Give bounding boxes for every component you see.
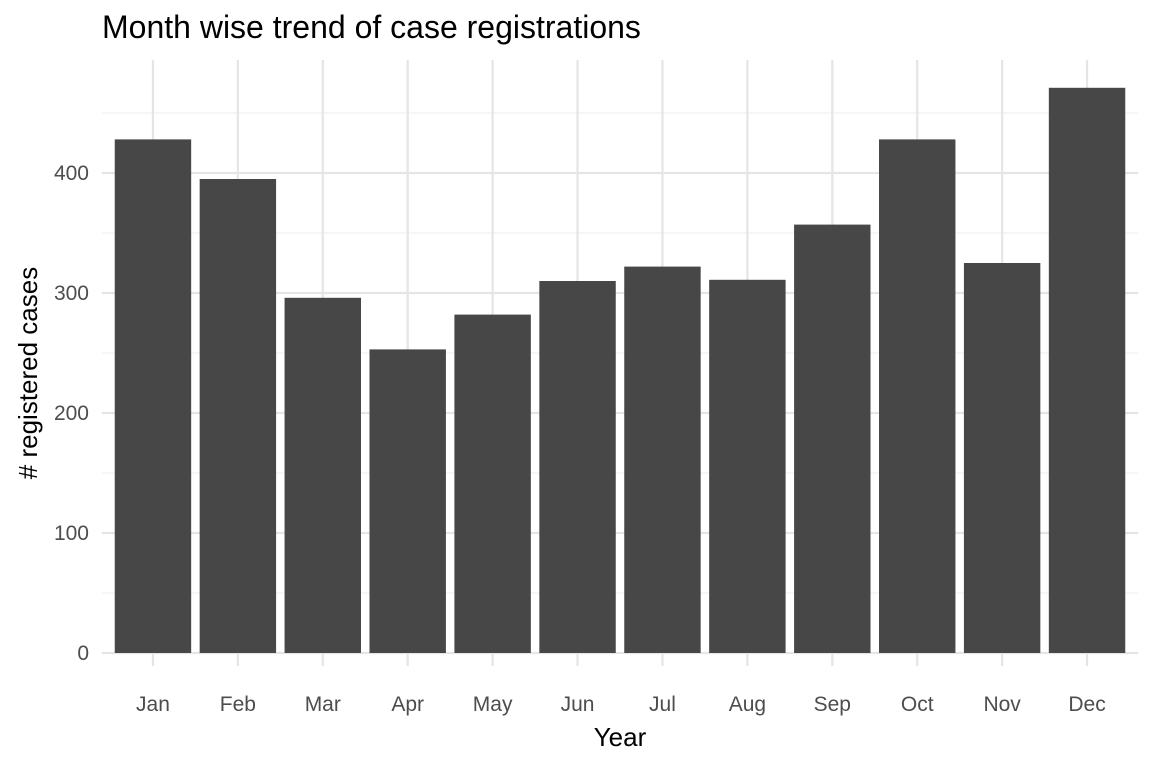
x-tick-label: Dec — [1068, 693, 1105, 716]
bar-jun — [539, 281, 616, 653]
bar-jul — [624, 266, 701, 653]
bar-mar — [284, 297, 361, 653]
x-tick-label: Jan — [136, 693, 170, 716]
y-axis-ticks: 0 100 200 300 400 — [54, 162, 89, 665]
x-tick-label: Jun — [561, 693, 595, 716]
bar-sep — [794, 224, 871, 653]
x-tick-label: Nov — [983, 693, 1021, 716]
x-tick-label: Jul — [649, 693, 676, 716]
bar-jan — [114, 139, 192, 653]
x-tick-label: Mar — [305, 693, 341, 716]
y-axis-title: # registered cases — [13, 267, 43, 479]
chart-title: Month wise trend of case registrations — [102, 9, 641, 45]
y-tick-label: 100 — [54, 522, 89, 545]
y-tick-label: 200 — [54, 402, 89, 425]
x-axis-ticks: Jan Feb Mar Apr May Jun Jul Aug Sep Oct Nov Dec — [136, 693, 1106, 716]
x-tick-label: Aug — [729, 693, 766, 716]
y-tick-label: 300 — [54, 282, 89, 305]
x-tick-label: Feb — [220, 693, 256, 716]
x-tick-label: May — [473, 693, 513, 716]
x-tick-label: Apr — [391, 693, 424, 716]
bar-nov — [963, 263, 1041, 653]
bar-dec — [1048, 87, 1126, 654]
y-tick-label: 0 — [77, 642, 89, 665]
bar-feb — [199, 179, 277, 653]
bar-may — [454, 314, 531, 653]
x-axis-title: Year — [594, 722, 647, 752]
bars — [114, 87, 1126, 654]
x-tick-label: Oct — [901, 693, 934, 716]
bar-oct — [879, 139, 956, 653]
x-tick-label: Sep — [814, 693, 851, 716]
bar-apr — [369, 349, 446, 653]
bar-aug — [709, 279, 786, 653]
y-tick-label: 400 — [54, 162, 89, 185]
